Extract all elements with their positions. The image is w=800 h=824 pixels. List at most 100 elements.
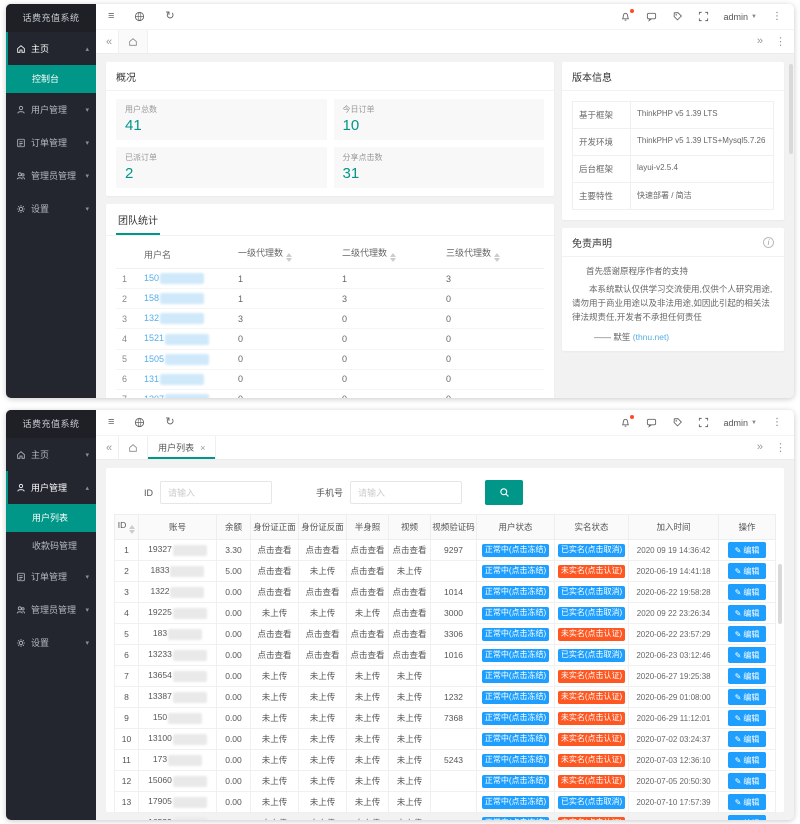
- column-header-level1[interactable]: 一级代理数: [232, 240, 336, 269]
- user-status-badge[interactable]: 正常中(点击冻结): [482, 817, 549, 821]
- real-status-badge[interactable]: 未实名(点击认证): [558, 691, 625, 704]
- user-status-badge[interactable]: 正常中(点击冻结): [482, 670, 549, 683]
- sidebar-item-admins[interactable]: 管理员管理 ▾: [6, 159, 96, 192]
- tabs-scroll-left-icon[interactable]: «: [100, 36, 118, 48]
- real-status-badge[interactable]: 已实名(点击取消): [558, 607, 625, 620]
- disclaimer-link[interactable]: (thnu.net): [633, 332, 669, 342]
- admin-menu[interactable]: admin ▼: [724, 12, 757, 22]
- sort-icon[interactable]: [494, 253, 500, 262]
- user-status-badge[interactable]: 正常中(点击冻结): [482, 607, 549, 620]
- edit-button[interactable]: ✎编辑: [728, 689, 767, 705]
- edit-button[interactable]: ✎编辑: [728, 647, 767, 663]
- video-cell[interactable]: 点击查看: [389, 603, 431, 624]
- id-front-cell[interactable]: 点击查看: [251, 624, 299, 645]
- reload-icon[interactable]: ↻: [165, 11, 174, 22]
- id-back-cell[interactable]: 点击查看: [299, 540, 347, 561]
- real-status-badge[interactable]: 未实名(点击认证): [558, 628, 625, 641]
- real-status-badge[interactable]: 未实名(点击认证): [558, 817, 625, 821]
- user-status-badge[interactable]: 正常中(点击冻结): [482, 586, 549, 599]
- more-options-icon[interactable]: ⋮: [772, 417, 782, 428]
- user-status-badge[interactable]: 正常中(点击冻结): [482, 544, 549, 557]
- sidebar-item-users[interactable]: 用户管理 ▴: [6, 471, 96, 504]
- tabs-scroll-right-icon[interactable]: »: [757, 35, 763, 48]
- user-status-badge[interactable]: 正常中(点击冻结): [482, 628, 549, 641]
- notification-bell-icon[interactable]: [620, 417, 631, 428]
- id-back-cell[interactable]: 点击查看: [299, 582, 347, 603]
- half-photo-cell[interactable]: 点击查看: [347, 624, 389, 645]
- refresh-cache-icon[interactable]: [134, 11, 145, 22]
- username-link[interactable]: 1521: [144, 333, 164, 343]
- close-icon[interactable]: ×: [200, 443, 205, 453]
- edit-button[interactable]: ✎编辑: [728, 731, 767, 747]
- sidebar-item-settings[interactable]: 设置 ▾: [6, 192, 96, 225]
- edit-button[interactable]: ✎编辑: [728, 584, 767, 600]
- half-photo-cell[interactable]: 点击查看: [347, 645, 389, 666]
- real-status-badge[interactable]: 未实名(点击认证): [558, 775, 625, 788]
- id-back-cell[interactable]: 点击查看: [299, 645, 347, 666]
- tabs-scroll-left-icon[interactable]: «: [100, 442, 118, 454]
- sidebar-item-users[interactable]: 用户管理 ▾: [6, 93, 96, 126]
- edit-button[interactable]: ✎编辑: [728, 542, 767, 558]
- tab-home[interactable]: [118, 436, 148, 459]
- id-front-cell[interactable]: 点击查看: [251, 540, 299, 561]
- half-photo-cell[interactable]: 点击查看: [347, 582, 389, 603]
- id-front-cell[interactable]: 点击查看: [251, 561, 299, 582]
- user-status-badge[interactable]: 正常中(点击冻结): [482, 775, 549, 788]
- sidebar-item-payment-code[interactable]: 收款码管理: [6, 532, 96, 560]
- half-photo-cell[interactable]: 点击查看: [347, 540, 389, 561]
- search-phone-input[interactable]: [350, 481, 462, 504]
- tab-home[interactable]: [118, 30, 148, 53]
- real-status-badge[interactable]: 未实名(点击认证): [558, 754, 625, 767]
- real-status-badge[interactable]: 未实名(点击认证): [558, 712, 625, 725]
- refresh-cache-icon[interactable]: [134, 417, 145, 428]
- edit-button[interactable]: ✎编辑: [728, 710, 767, 726]
- search-button[interactable]: [485, 480, 523, 505]
- tabs-menu-icon[interactable]: ⋮: [775, 441, 786, 454]
- username-link[interactable]: 1307: [144, 394, 164, 398]
- edit-button[interactable]: ✎编辑: [728, 773, 767, 789]
- collapse-menu-icon[interactable]: ≡: [108, 11, 114, 22]
- user-status-badge[interactable]: 正常中(点击冻结): [482, 733, 549, 746]
- edit-button[interactable]: ✎编辑: [728, 794, 767, 810]
- username-link[interactable]: 158: [144, 293, 159, 303]
- sidebar-item-home[interactable]: 主页 ▴: [6, 32, 96, 65]
- theme-tag-icon[interactable]: [672, 417, 683, 428]
- theme-tag-icon[interactable]: [672, 11, 683, 22]
- sidebar-item-settings[interactable]: 设置 ▾: [6, 626, 96, 659]
- sidebar-item-console[interactable]: 控制台: [6, 65, 96, 93]
- edit-button[interactable]: ✎编辑: [728, 626, 767, 642]
- fullscreen-icon[interactable]: [698, 417, 709, 428]
- half-photo-cell[interactable]: 点击查看: [347, 561, 389, 582]
- id-back-cell[interactable]: 点击查看: [299, 624, 347, 645]
- fullscreen-icon[interactable]: [698, 11, 709, 22]
- tab-user-list[interactable]: 用户列表 ×: [148, 436, 216, 459]
- video-cell[interactable]: 点击查看: [389, 645, 431, 666]
- real-status-badge[interactable]: 已实名(点击取消): [558, 544, 625, 557]
- id-front-cell[interactable]: 点击查看: [251, 582, 299, 603]
- video-cell[interactable]: 点击查看: [389, 624, 431, 645]
- edit-button[interactable]: ✎编辑: [728, 668, 767, 684]
- edit-button[interactable]: ✎编辑: [728, 563, 767, 579]
- edit-button[interactable]: ✎编辑: [728, 605, 767, 621]
- user-status-badge[interactable]: 正常中(点击冻结): [482, 796, 549, 809]
- tabs-scroll-right-icon[interactable]: »: [757, 441, 763, 454]
- edit-button[interactable]: ✎编辑: [728, 752, 767, 768]
- sort-icon[interactable]: [129, 525, 135, 534]
- sidebar-item-user-list[interactable]: 用户列表: [6, 504, 96, 532]
- message-icon[interactable]: [646, 11, 657, 22]
- username-link[interactable]: 1505: [144, 354, 164, 364]
- id-front-cell[interactable]: 点击查看: [251, 645, 299, 666]
- column-header-level2[interactable]: 二级代理数: [336, 240, 440, 269]
- sort-icon[interactable]: [286, 253, 292, 262]
- user-status-badge[interactable]: 正常中(点击冻结): [482, 565, 549, 578]
- username-link[interactable]: 131: [144, 374, 159, 384]
- user-status-badge[interactable]: 正常中(点击冻结): [482, 691, 549, 704]
- message-icon[interactable]: [646, 417, 657, 428]
- video-cell[interactable]: 点击查看: [389, 582, 431, 603]
- column-header-id[interactable]: ID: [115, 515, 139, 540]
- collapse-menu-icon[interactable]: ≡: [108, 417, 114, 428]
- sidebar-item-orders[interactable]: 订单管理 ▾: [6, 126, 96, 159]
- real-status-badge[interactable]: 未实名(点击认证): [558, 565, 625, 578]
- username-link[interactable]: 132: [144, 313, 159, 323]
- team-stats-tab[interactable]: 团队统计: [116, 204, 160, 235]
